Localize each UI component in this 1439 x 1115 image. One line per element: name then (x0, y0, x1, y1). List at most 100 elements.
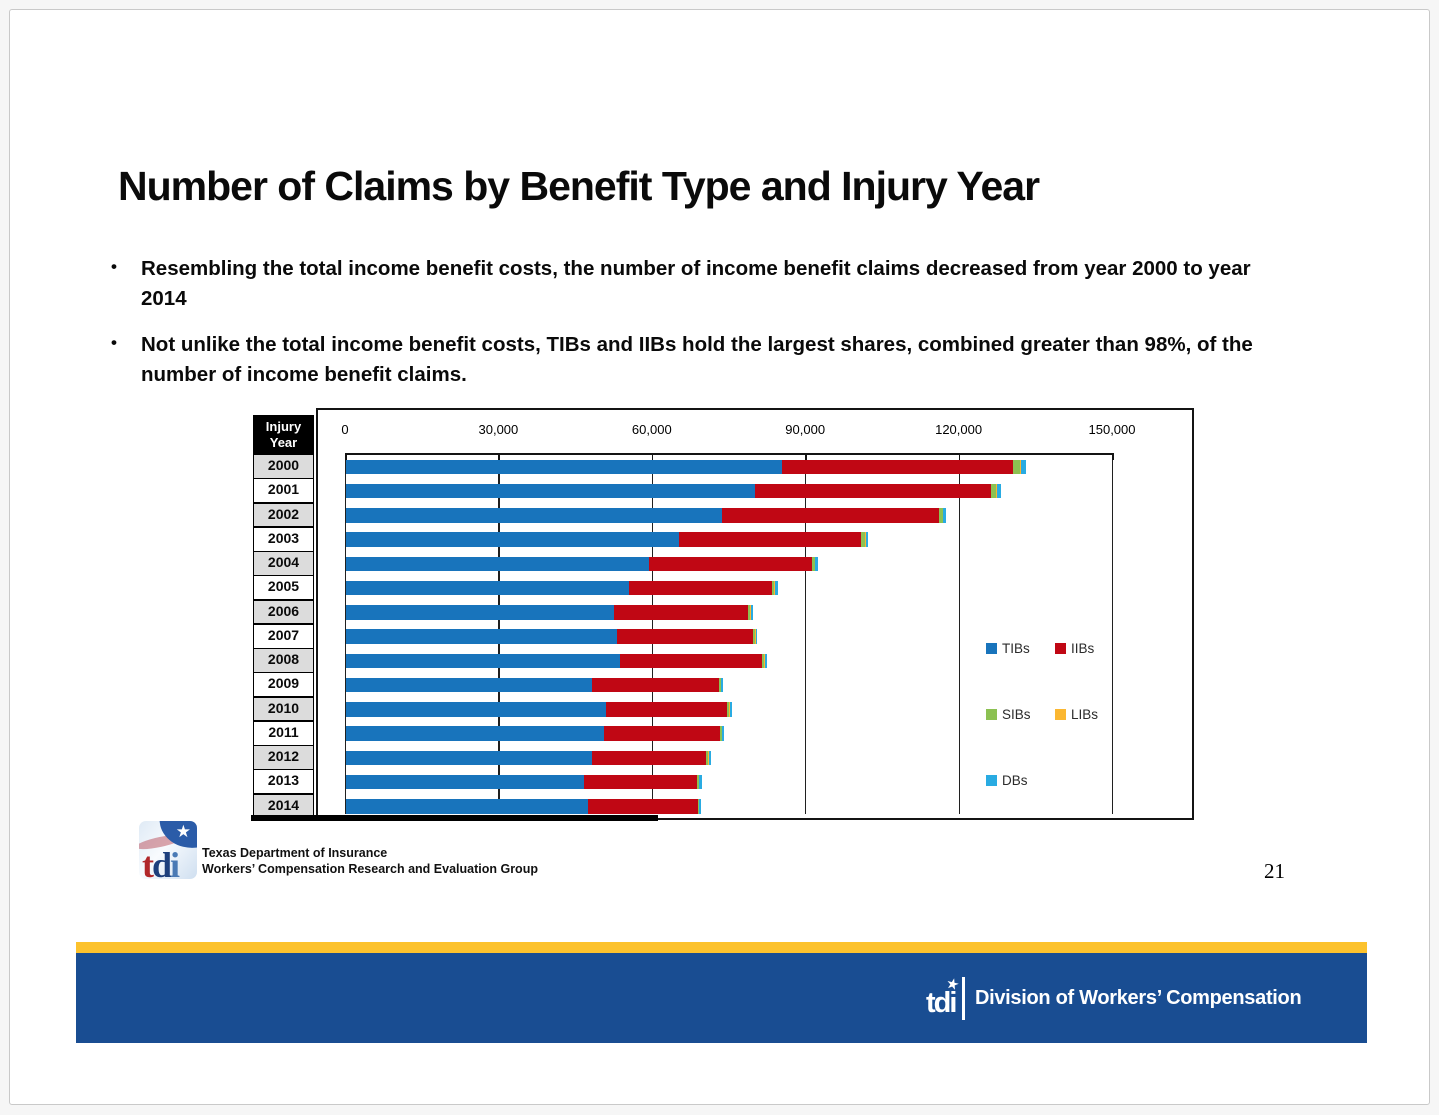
bar-segment-dbs (750, 605, 753, 620)
page-number: 21 (1264, 859, 1285, 883)
bar-segment-tibs (346, 483, 756, 499)
bar-segment-libs (814, 556, 816, 571)
legend-swatch (986, 709, 997, 720)
bar-segment-tibs (346, 508, 723, 523)
chart-plot-box: 0 30,000 60,000 90,000 120,000 150,000 TIBs IIB… (316, 408, 1194, 820)
axis-tick (958, 453, 961, 460)
year-cell: 2006 (253, 599, 314, 625)
x-tick-label: 120,000 (935, 422, 983, 437)
bar-segment-iibs (603, 726, 721, 741)
bar-segment-iibs (722, 508, 939, 523)
bullet-marker-icon: • (111, 257, 117, 276)
axis-tick (805, 453, 807, 460)
banner-title: Division of Workers’ Compensation (974, 986, 1302, 1009)
bar-segment-libs (865, 532, 866, 547)
bar-segment-libs (755, 629, 756, 644)
bar-segment-sibs (706, 750, 709, 765)
bullet-text: Not unlike the total income benefit cost… (141, 330, 1253, 389)
bar-segment-tibs (346, 580, 630, 596)
slide: Number of Claims by Benefit Type and Inj… (9, 9, 1430, 1105)
bar-segment-dbs (764, 653, 767, 668)
bar-segment-dbs (721, 677, 724, 693)
bar-segment-sibs (753, 629, 756, 644)
tdi-letter-d: d (152, 845, 172, 879)
bar-segment-libs (942, 508, 944, 523)
gridline (805, 454, 807, 814)
gridline (1112, 454, 1114, 814)
year-cell: 2001 (253, 478, 314, 504)
bar-segment-sibs (697, 774, 699, 790)
axis-tick (1112, 453, 1114, 460)
bar-segment-iibs (629, 580, 772, 596)
bar-segment-sibs (697, 799, 699, 814)
bar-segment-libs (721, 726, 723, 741)
bar-segment-libs (708, 750, 709, 765)
year-cell: 2009 (253, 672, 314, 698)
x-axis-line (345, 453, 1114, 455)
axis-tick (498, 453, 500, 460)
tdi-brand-block: ★ tdi Texas Department of Insurance Work… (139, 821, 538, 879)
bar-segment-sibs (720, 726, 722, 741)
bar-segment-libs (764, 653, 765, 668)
legend-item-iibs: IIBs (1055, 641, 1094, 656)
legend-swatch (986, 775, 997, 786)
legend-item-dbs: DBs (986, 773, 1028, 788)
bar-segment-sibs (748, 605, 751, 620)
bar-segment-libs (698, 774, 700, 790)
year-cell: 2012 (253, 745, 314, 770)
legend-label: LIBs (1071, 707, 1099, 722)
bar-segment-iibs (781, 459, 1013, 474)
bar-segment-libs (996, 483, 998, 499)
year-cell: 2007 (253, 623, 314, 649)
x-tick-label: 150,000 (1088, 422, 1136, 437)
org-line-1: Texas Department of Insurance (202, 846, 388, 860)
legend-label: DBs (1002, 773, 1028, 788)
bullet-list: • Resembling the total income benefit cos… (111, 254, 1253, 406)
bar-segment-libs (728, 702, 730, 717)
banner-tdi-logo: ★ tdi (926, 974, 961, 1018)
bullet-text-line: 2014 (141, 286, 187, 310)
bar-segment-iibs (588, 799, 698, 814)
bar-segment-sibs (771, 580, 775, 596)
year-cell: 2005 (253, 575, 314, 601)
bar-segment-sibs (719, 677, 721, 693)
chart-bottom-thick-border (251, 815, 658, 821)
bar-segment-dbs (755, 629, 758, 644)
bar-segment-tibs (346, 799, 589, 814)
org-line-2: Workers’ Compensation Research and Evalu… (202, 862, 538, 876)
year-cell: 2013 (253, 769, 314, 795)
bar-segment-dbs (699, 774, 702, 790)
bar-segment-tibs (346, 605, 615, 620)
x-tick-label: 0 (341, 422, 349, 437)
bar-segment-sibs (727, 702, 729, 717)
injury-year-header: Injury Year (253, 415, 314, 454)
legend-label: TIBs (1002, 641, 1030, 656)
axis-tick (651, 453, 654, 460)
tdi-letter-t: t (142, 845, 154, 879)
bar-segment-tibs (346, 702, 606, 717)
bar-segment-dbs (699, 799, 702, 814)
bullet-text: Resembling the total income benefit cost… (141, 254, 1251, 313)
x-tick-label: 30,000 (478, 422, 519, 437)
banner-divider (962, 976, 965, 1020)
bar-segment-dbs (997, 483, 1002, 499)
bar-segment-tibs (346, 774, 585, 790)
bar-segment-libs (1019, 459, 1021, 474)
year-cell: 2010 (253, 696, 314, 722)
bar-segment-dbs (865, 532, 869, 547)
bar-segment-iibs (614, 605, 749, 620)
legend-label: IIBs (1071, 641, 1095, 656)
slide-title: Number of Claims by Benefit Type and Inj… (118, 163, 1040, 209)
bar-segment-dbs (1020, 459, 1026, 474)
bar-segment-tibs (346, 532, 680, 547)
bullet-text-line: Not unlike the total income benefit cost… (141, 333, 1253, 356)
bar-segment-sibs (991, 483, 997, 499)
bar-segment-tibs (346, 653, 620, 668)
bar-segment-iibs (605, 702, 728, 717)
legend-item-tibs: TIBs (986, 641, 1030, 656)
year-cell: 2008 (253, 648, 314, 673)
bar-segment-tibs (346, 556, 649, 571)
bar-segment-iibs (755, 483, 992, 499)
org-name-block: Texas Department of Insurance Workers’ C… (202, 821, 538, 879)
